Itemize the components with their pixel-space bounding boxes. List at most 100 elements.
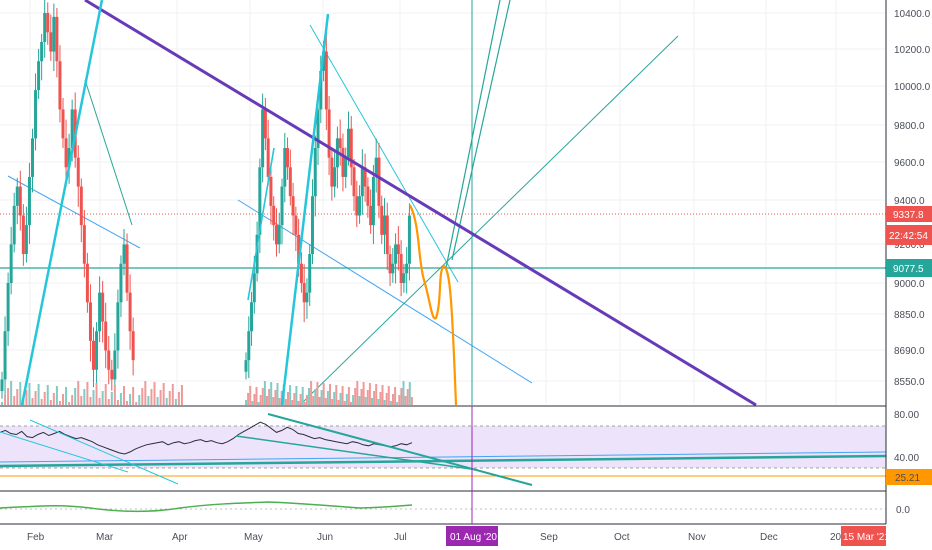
volume-bar xyxy=(132,387,135,405)
volume-bar xyxy=(379,392,382,405)
volume-bar xyxy=(165,398,168,405)
volume-bar xyxy=(358,396,361,405)
candles-cluster-2 xyxy=(244,33,411,380)
candle xyxy=(385,202,389,271)
time-tick: May xyxy=(244,532,263,543)
candle xyxy=(82,209,86,278)
volume-bar xyxy=(383,400,386,405)
volume-bar xyxy=(385,393,388,405)
volume-bar xyxy=(129,394,132,405)
volume-bar xyxy=(364,397,367,405)
candle xyxy=(92,327,95,388)
volume-bar xyxy=(268,389,271,405)
candle xyxy=(383,198,386,255)
rsi-panel xyxy=(0,413,887,486)
volume-bar xyxy=(92,390,95,405)
volume-bar xyxy=(371,398,373,405)
volume-bar xyxy=(400,388,403,405)
volume-bar xyxy=(34,391,37,405)
volume-bar xyxy=(16,389,19,405)
time-axis[interactable]: Feb Mar Apr May Jun Jul Sep Oct Nov Dec … xyxy=(0,525,890,550)
volume-bar xyxy=(126,401,129,405)
volume-bar xyxy=(266,396,268,405)
time-tick: Mar xyxy=(96,532,114,543)
candle xyxy=(280,178,284,245)
candle xyxy=(98,276,102,343)
volume-bar xyxy=(249,386,252,405)
volume-bar xyxy=(31,398,34,405)
candles-cluster-1 xyxy=(0,0,135,399)
candle xyxy=(405,247,409,294)
last-price-label: 9337.8 xyxy=(893,210,924,221)
fan-line-3 xyxy=(445,0,501,269)
time-tick: Jul xyxy=(394,532,407,543)
candle xyxy=(244,352,248,380)
volume-bar xyxy=(326,391,329,405)
candle xyxy=(6,272,10,346)
volume-bar xyxy=(259,395,262,405)
candle xyxy=(55,7,59,78)
candle xyxy=(363,153,367,202)
candle xyxy=(46,2,50,45)
volume-bar xyxy=(339,393,342,405)
volume-bar xyxy=(77,381,80,405)
candle xyxy=(27,162,31,244)
cursor-date-tag xyxy=(446,526,498,546)
candle xyxy=(380,195,384,244)
volume-bar xyxy=(276,383,279,405)
time-tick: Jun xyxy=(317,532,333,543)
rsi-tick: 40.00 xyxy=(894,453,919,464)
candle xyxy=(316,101,320,165)
price-tick: 9800.0 xyxy=(894,121,925,132)
volume-bar xyxy=(375,384,378,405)
rsi-trend-3 xyxy=(267,413,533,486)
candle xyxy=(277,212,281,254)
volume-bar xyxy=(150,389,153,405)
candle xyxy=(338,119,342,166)
volume-bar xyxy=(352,395,355,405)
volume-bar xyxy=(377,399,380,405)
volume-bar xyxy=(337,400,340,405)
level-price-label: 9077.5 xyxy=(893,264,924,275)
volume-bar xyxy=(253,394,256,405)
trendline-steep-mid xyxy=(280,13,330,406)
trendline-steep-left xyxy=(20,0,104,406)
volume-bar xyxy=(123,386,125,405)
volume-bar xyxy=(180,385,183,405)
volume-bar xyxy=(10,381,13,405)
candle xyxy=(335,126,339,189)
volume-bar xyxy=(7,388,10,405)
channel-line-middle xyxy=(237,199,533,384)
volume-bar xyxy=(58,401,61,405)
volume-bar xyxy=(28,383,31,405)
price-axis[interactable]: 10400.0 10200.0 10000.0 9800.0 9600.0 94… xyxy=(885,0,932,524)
volume-bar xyxy=(263,381,266,405)
candle xyxy=(79,178,83,243)
volume-bar xyxy=(135,402,138,405)
candle xyxy=(61,97,65,148)
candle xyxy=(43,0,47,58)
candle xyxy=(391,248,395,283)
candle xyxy=(396,226,400,271)
volume-bar xyxy=(394,387,397,405)
candle xyxy=(341,133,345,192)
volume-bar xyxy=(119,393,122,405)
price-tick: 8850.0 xyxy=(894,310,925,321)
countdown-label: 22:42:54 xyxy=(889,231,928,242)
volume-bar xyxy=(345,394,348,405)
volume-bar xyxy=(274,390,277,405)
candle xyxy=(330,148,334,201)
volume-bar xyxy=(13,396,16,405)
volume-bar xyxy=(107,399,110,405)
candle xyxy=(113,333,117,388)
osc-panel xyxy=(0,501,886,513)
candle xyxy=(324,33,328,131)
volume-bar xyxy=(245,400,247,405)
volume-bar xyxy=(116,400,119,405)
time-tick: Oct xyxy=(614,532,630,543)
volume-bar xyxy=(354,388,357,405)
price-tick: 9400.0 xyxy=(894,196,925,207)
candle xyxy=(394,233,398,284)
candle xyxy=(37,48,41,100)
